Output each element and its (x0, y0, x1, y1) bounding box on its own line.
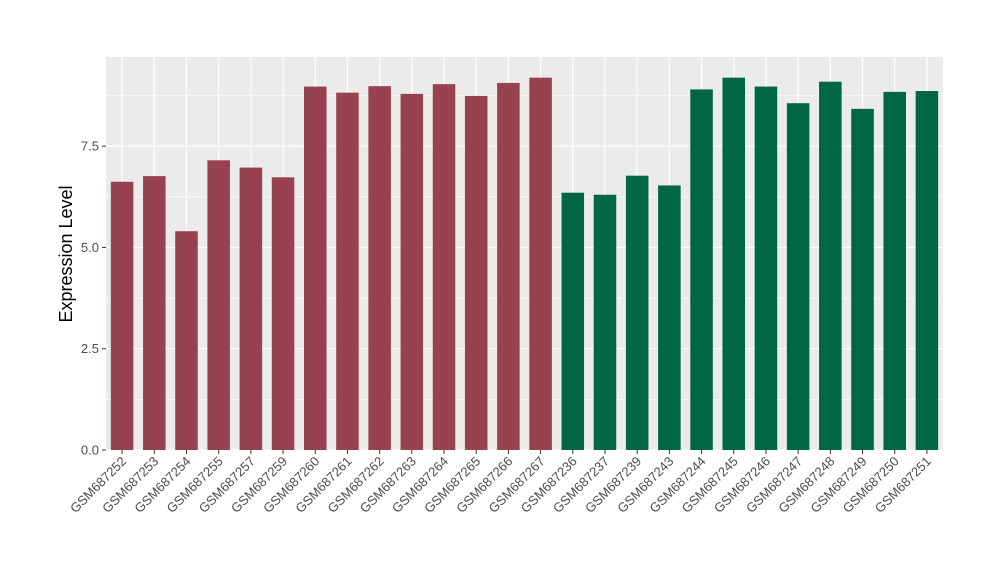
bars (110, 77, 939, 451)
bar-GSM687267 (529, 77, 552, 450)
bar-GSM687243 (658, 185, 681, 450)
y-axis-title: Expression Level (56, 185, 76, 322)
y-tick-label: 5.0 (81, 240, 99, 255)
bar-GSM687257 (239, 167, 263, 450)
bar-GSM687261 (336, 92, 359, 450)
y-axis: 0.0 2.5 5.0 7.5 (81, 139, 106, 458)
bar-GSM687251 (915, 91, 939, 450)
bar-GSM687245 (722, 77, 746, 450)
bar-GSM687252 (110, 181, 134, 450)
bar-GSM687262 (368, 86, 391, 450)
bar-GSM687250 (883, 91, 906, 451)
bar-GSM687253 (143, 176, 166, 450)
bar-GSM687239 (625, 175, 649, 450)
bar-GSM687249 (851, 108, 874, 450)
bar-GSM687260 (303, 86, 327, 450)
bar-GSM687266 (497, 82, 520, 450)
bar-GSM687263 (400, 93, 424, 450)
bar-GSM687246 (754, 86, 778, 450)
bar-GSM687255 (207, 160, 230, 450)
y-tick-label: 7.5 (81, 139, 99, 154)
bar-GSM687244 (690, 89, 713, 451)
bar-GSM687259 (271, 177, 295, 450)
bar-GSM687264 (432, 84, 456, 451)
x-axis: GSM687252GSM687253GSM687254GSM687255GSM6… (67, 450, 934, 516)
bar-GSM687237 (593, 194, 617, 450)
y-tick-label: 0.0 (81, 443, 99, 458)
bar-GSM687254 (175, 231, 198, 450)
bar-GSM687247 (786, 103, 810, 451)
plot-panel (106, 57, 943, 450)
bar-GSM687265 (464, 95, 488, 451)
y-tick-label: 2.5 (81, 341, 99, 356)
bar-GSM687248 (819, 81, 842, 451)
bar-GSM687236 (561, 192, 585, 450)
